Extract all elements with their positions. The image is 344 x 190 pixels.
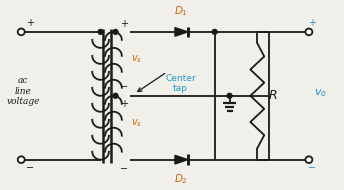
Circle shape bbox=[18, 28, 25, 35]
Circle shape bbox=[305, 156, 312, 163]
Circle shape bbox=[113, 29, 118, 34]
Text: $v_s$: $v_s$ bbox=[131, 117, 142, 129]
Polygon shape bbox=[175, 28, 188, 36]
Text: −: − bbox=[308, 163, 316, 173]
Text: $v_o$: $v_o$ bbox=[314, 87, 327, 99]
Text: +: + bbox=[120, 19, 128, 29]
Circle shape bbox=[18, 156, 25, 163]
Text: +: + bbox=[120, 99, 128, 109]
Text: +: + bbox=[26, 18, 34, 28]
Circle shape bbox=[98, 29, 103, 34]
Text: $D_2$: $D_2$ bbox=[174, 172, 188, 186]
Text: $R$: $R$ bbox=[268, 89, 278, 102]
Text: −: − bbox=[120, 164, 129, 174]
Circle shape bbox=[305, 28, 312, 35]
Circle shape bbox=[113, 93, 118, 98]
Text: −: − bbox=[26, 163, 34, 173]
Text: +: + bbox=[308, 18, 316, 28]
Text: $v_s$: $v_s$ bbox=[131, 53, 142, 65]
Text: −: − bbox=[120, 82, 129, 92]
Text: $D_1$: $D_1$ bbox=[174, 4, 188, 18]
Text: ac
line
voltage: ac line voltage bbox=[6, 76, 40, 106]
Circle shape bbox=[227, 93, 232, 98]
Polygon shape bbox=[175, 155, 188, 164]
Text: Center
tap: Center tap bbox=[165, 74, 196, 93]
Circle shape bbox=[212, 29, 217, 34]
